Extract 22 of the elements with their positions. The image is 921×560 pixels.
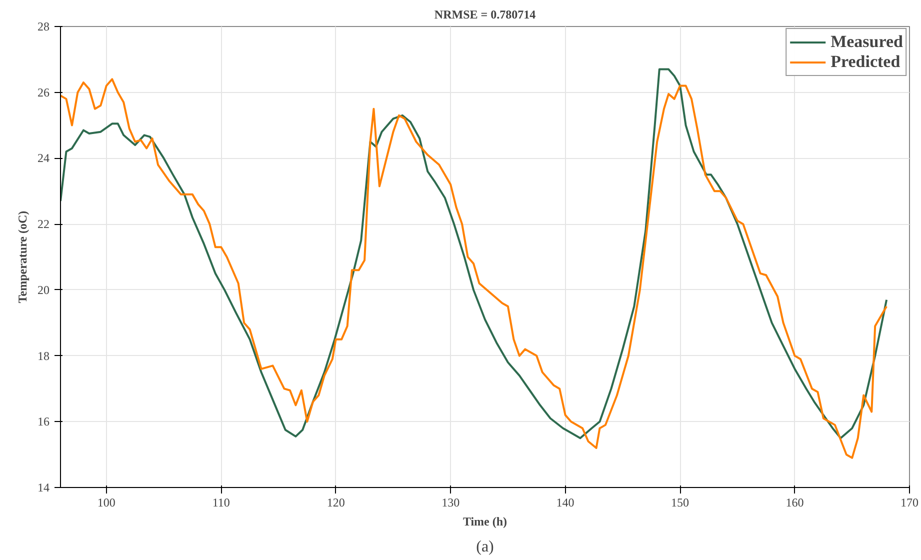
y-tick-label: 20: [38, 282, 50, 297]
legend-label: Measured: [830, 32, 903, 52]
text: (a): [476, 538, 494, 556]
y-tick-label: 22: [38, 217, 50, 232]
y-axis-title: Temperature (oC): [16, 210, 30, 304]
legend-label: Predicted: [830, 52, 900, 72]
x-tick-label: 100: [97, 496, 116, 510]
x-tick-label: 160: [786, 496, 804, 510]
chart-title: NRMSE = 0.780714: [434, 8, 536, 22]
y-tick-label: 14: [38, 480, 50, 494]
x-tick-label: 140: [556, 496, 574, 510]
x-tick-label: 150: [671, 496, 690, 510]
x-axis-title: Time (h): [462, 514, 508, 528]
x-tick-label: 130: [442, 496, 460, 510]
x-tick-label: 120: [326, 496, 345, 510]
y-tick-label: 24: [38, 151, 50, 166]
y-tick-label: 16: [38, 414, 50, 429]
y-tick-label: 28: [38, 20, 50, 34]
x-tick-label: 170: [900, 496, 918, 510]
y-tick-label: 18: [38, 348, 50, 363]
x-tick-label: 110: [212, 496, 230, 510]
y-tick-label: 26: [38, 85, 50, 100]
